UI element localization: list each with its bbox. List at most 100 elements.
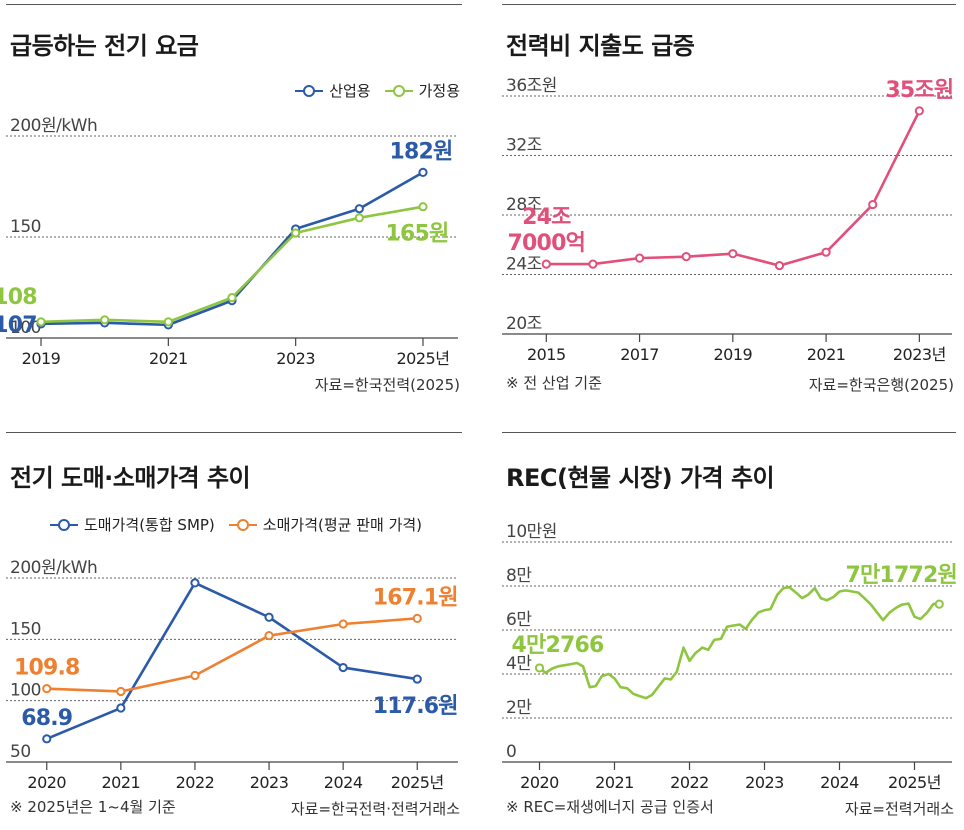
panel-top-rule bbox=[6, 4, 462, 5]
y-tick-label: 32조 bbox=[506, 136, 542, 156]
chart-legend: 도매가격(통합 SMP) 소매가격(평균 판매 가격) bbox=[50, 514, 422, 535]
chart-title: 전력비 지출도 급증 bbox=[506, 32, 695, 60]
chart-panel-power-spending: 전력비 지출도 급증 20조 24조 28조 32조 36조원 2015 2017 2019 2… bbox=[502, 4, 956, 404]
legend-line-marker-icon bbox=[50, 518, 78, 531]
data-point bbox=[588, 259, 598, 269]
data-point bbox=[868, 199, 878, 210]
x-tick-label: 2025년 bbox=[391, 773, 444, 792]
data-point bbox=[36, 317, 46, 327]
x-tick-label: 2024 bbox=[324, 773, 363, 792]
data-point bbox=[774, 260, 785, 271]
series-line bbox=[545, 109, 921, 267]
data-label: 117.6원 bbox=[373, 694, 458, 719]
x-tick-label: 2022 bbox=[176, 773, 215, 792]
data-label: 68.9 bbox=[21, 706, 72, 731]
data-point bbox=[338, 619, 348, 629]
y-tick-label: 10만원 bbox=[506, 522, 557, 542]
x-tick-label: 2024 bbox=[820, 773, 859, 792]
data-point bbox=[681, 252, 691, 262]
x-tick-label: 2021 bbox=[807, 345, 846, 364]
data-point bbox=[418, 202, 428, 212]
data-point bbox=[728, 249, 738, 259]
data-label: 35조원 bbox=[885, 78, 953, 103]
data-point bbox=[934, 599, 944, 609]
data-point bbox=[534, 663, 545, 673]
data-point bbox=[541, 259, 551, 269]
x-tick-label: 2021 bbox=[595, 773, 634, 792]
data-point bbox=[264, 631, 274, 641]
legend-item-retail: 소매가격(평균 판매 가격) bbox=[228, 514, 423, 535]
data-point bbox=[163, 317, 173, 327]
data-point bbox=[634, 253, 645, 263]
chart-source: 자료=한국전력(2025) bbox=[314, 376, 460, 394]
y-tick-label: 200원/kWh bbox=[10, 558, 97, 578]
data-point bbox=[190, 578, 200, 588]
y-tick-label: 100 bbox=[10, 318, 41, 338]
y-tick-label: 0 bbox=[506, 742, 516, 762]
x-tick-label: 2019 bbox=[22, 349, 61, 368]
data-label: 107 bbox=[0, 313, 37, 338]
line-chart-electricity-rates: 100 150 200원/kWh 2019 2021 2023 2025년 107 182원 10… bbox=[0, 116, 458, 368]
y-tick-label: 2만 bbox=[506, 698, 532, 718]
series-line bbox=[538, 585, 941, 700]
chart-note: ※ REC=재생에너지 공급 인증서 bbox=[506, 798, 714, 816]
data-point bbox=[42, 684, 52, 694]
x-tick-label: 2021 bbox=[149, 349, 188, 368]
data-point bbox=[418, 167, 428, 177]
x-tick-label: 2019 bbox=[713, 345, 752, 364]
data-label: 167.1원 bbox=[373, 585, 458, 610]
y-tick-label: 50 bbox=[10, 742, 31, 762]
data-point bbox=[821, 247, 831, 257]
y-tick-label: 200원/kWh bbox=[10, 116, 97, 136]
x-tick-label: 2020 bbox=[27, 773, 66, 792]
y-tick-label: 24조 bbox=[506, 255, 542, 275]
x-tick-label: 2021 bbox=[101, 773, 140, 792]
data-point bbox=[291, 228, 301, 238]
line-chart-rec-price: 0 2만 4만 6만 8만 10만원 2020 2021 2022 2023 2024 2025년 4만… bbox=[502, 522, 958, 792]
panel-top-rule bbox=[502, 432, 956, 433]
y-tick-label: 150 bbox=[10, 619, 41, 639]
chart-title: 전기 도매·소매가격 추이 bbox=[10, 464, 251, 492]
data-point bbox=[264, 612, 274, 622]
y-tick-label: 20조 bbox=[506, 314, 542, 334]
chart-panel-industrial-residential-price: 급등하는 전기 요금 산업용 가정용 100 150 200원/kWh 2019 202… bbox=[0, 4, 462, 404]
data-label: 182원 bbox=[390, 139, 453, 164]
data-label: 7만1772원 bbox=[846, 563, 957, 588]
data-point bbox=[914, 106, 924, 116]
y-tick-label: 36조원 bbox=[506, 76, 557, 96]
panel-top-rule bbox=[502, 4, 956, 5]
data-point bbox=[412, 674, 422, 684]
line-chart-wholesale-retail: 50 100 150 200원/kWh 2020 2021 2022 2023 2024 2025… bbox=[6, 558, 459, 792]
data-point bbox=[116, 686, 126, 697]
panel-top-rule bbox=[6, 432, 462, 433]
x-tick-label: 2025년 bbox=[888, 773, 941, 792]
legend-item-wholesale: 도매가격(통합 SMP) bbox=[50, 514, 215, 535]
data-point bbox=[227, 293, 237, 303]
chart-panel-wholesale-retail-price: 전기 도매·소매가격 추이 도매가격(통합 SMP) 소매가격(평균 판매 가격… bbox=[6, 432, 462, 828]
chart-title: REC(현물 시장) 가격 추이 bbox=[506, 464, 775, 492]
x-tick-label: 2023 bbox=[250, 773, 289, 792]
y-tick-label: 8만 bbox=[506, 566, 532, 586]
data-label: 7000억 bbox=[508, 231, 585, 256]
data-label: 4만2766 bbox=[512, 633, 604, 658]
data-point bbox=[354, 204, 364, 214]
chart-title: 급등하는 전기 요금 bbox=[10, 32, 199, 60]
chart-note: ※ 전 산업 기준 bbox=[506, 374, 602, 392]
chart-source: 자료=전력거래소 bbox=[844, 800, 954, 818]
y-tick-label: 100 bbox=[10, 681, 41, 701]
legend-line-marker-icon bbox=[228, 518, 257, 531]
data-point bbox=[354, 213, 364, 223]
legend-label: 가정용 bbox=[418, 82, 460, 100]
x-tick-label: 2017 bbox=[620, 345, 659, 364]
data-point bbox=[42, 734, 52, 744]
y-tick-label: 6만 bbox=[506, 610, 532, 630]
y-tick-label: 28조 bbox=[506, 195, 542, 215]
legend-label: 소매가격(평균 판매 가격) bbox=[262, 516, 423, 534]
x-tick-label: 2015 bbox=[527, 345, 566, 364]
data-label: 165원 bbox=[386, 222, 449, 247]
chart-source: 자료=한국전력·전력거래소 bbox=[290, 800, 460, 818]
y-tick-label: 4만 bbox=[506, 654, 532, 674]
x-tick-label: 2025년 bbox=[397, 349, 450, 368]
legend-label: 산업용 bbox=[329, 82, 371, 100]
series-line bbox=[45, 581, 419, 741]
